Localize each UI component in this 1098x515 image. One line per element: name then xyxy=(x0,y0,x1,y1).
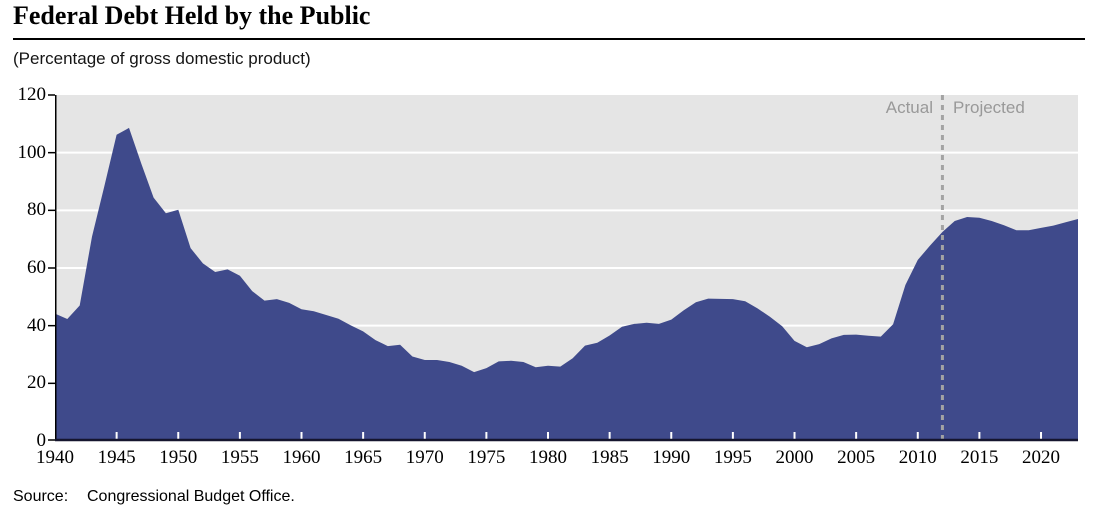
chart-units-subtitle: (Percentage of gross domestic product) xyxy=(13,49,311,68)
y-tick-label: 40 xyxy=(27,314,46,336)
debt-area-chart xyxy=(48,94,1078,442)
x-tick-label: 1965 xyxy=(344,447,383,468)
x-tick-label: 1945 xyxy=(97,447,136,468)
y-tick-label: 20 xyxy=(27,372,46,394)
y-tick-label: 60 xyxy=(27,257,46,278)
x-tick-label: 1940 xyxy=(36,447,74,468)
x-tick-label: 1975 xyxy=(467,447,506,468)
label-projected: Projected xyxy=(953,98,1025,117)
x-tick-label: 1995 xyxy=(713,447,752,468)
x-tick-label: 2010 xyxy=(898,447,937,468)
label-actual: Actual xyxy=(885,98,933,117)
debt-area-series xyxy=(55,127,1078,442)
title-rule xyxy=(13,38,1085,40)
x-tick-label: 1985 xyxy=(590,447,629,468)
x-tick-label: 2015 xyxy=(960,447,999,468)
y-tick-label: 120 xyxy=(17,84,47,105)
x-tick-label: 1950 xyxy=(159,447,198,468)
y-tick-label: 100 xyxy=(17,141,47,163)
x-tick-label: 1970 xyxy=(405,447,444,468)
x-tick-label: 2020 xyxy=(1022,447,1061,468)
x-tick-label: 2000 xyxy=(775,447,814,468)
source-text: Congressional Budget Office. xyxy=(87,488,295,505)
page-title: Federal Debt Held by the Public xyxy=(13,1,371,30)
x-tick-label: 1960 xyxy=(282,447,321,468)
x-tick-label: 2005 xyxy=(837,447,876,468)
source-label: Source: xyxy=(13,488,69,505)
chart-canvas xyxy=(48,94,1078,442)
y-tick-label: 80 xyxy=(27,199,46,221)
y-tick-label: 0 xyxy=(36,430,47,451)
x-tick-label: 1980 xyxy=(529,447,567,468)
source-note: Source: Congressional Budget Office. xyxy=(13,488,295,506)
x-tick-label: 1955 xyxy=(220,447,259,468)
x-tick-label: 1990 xyxy=(652,447,691,468)
